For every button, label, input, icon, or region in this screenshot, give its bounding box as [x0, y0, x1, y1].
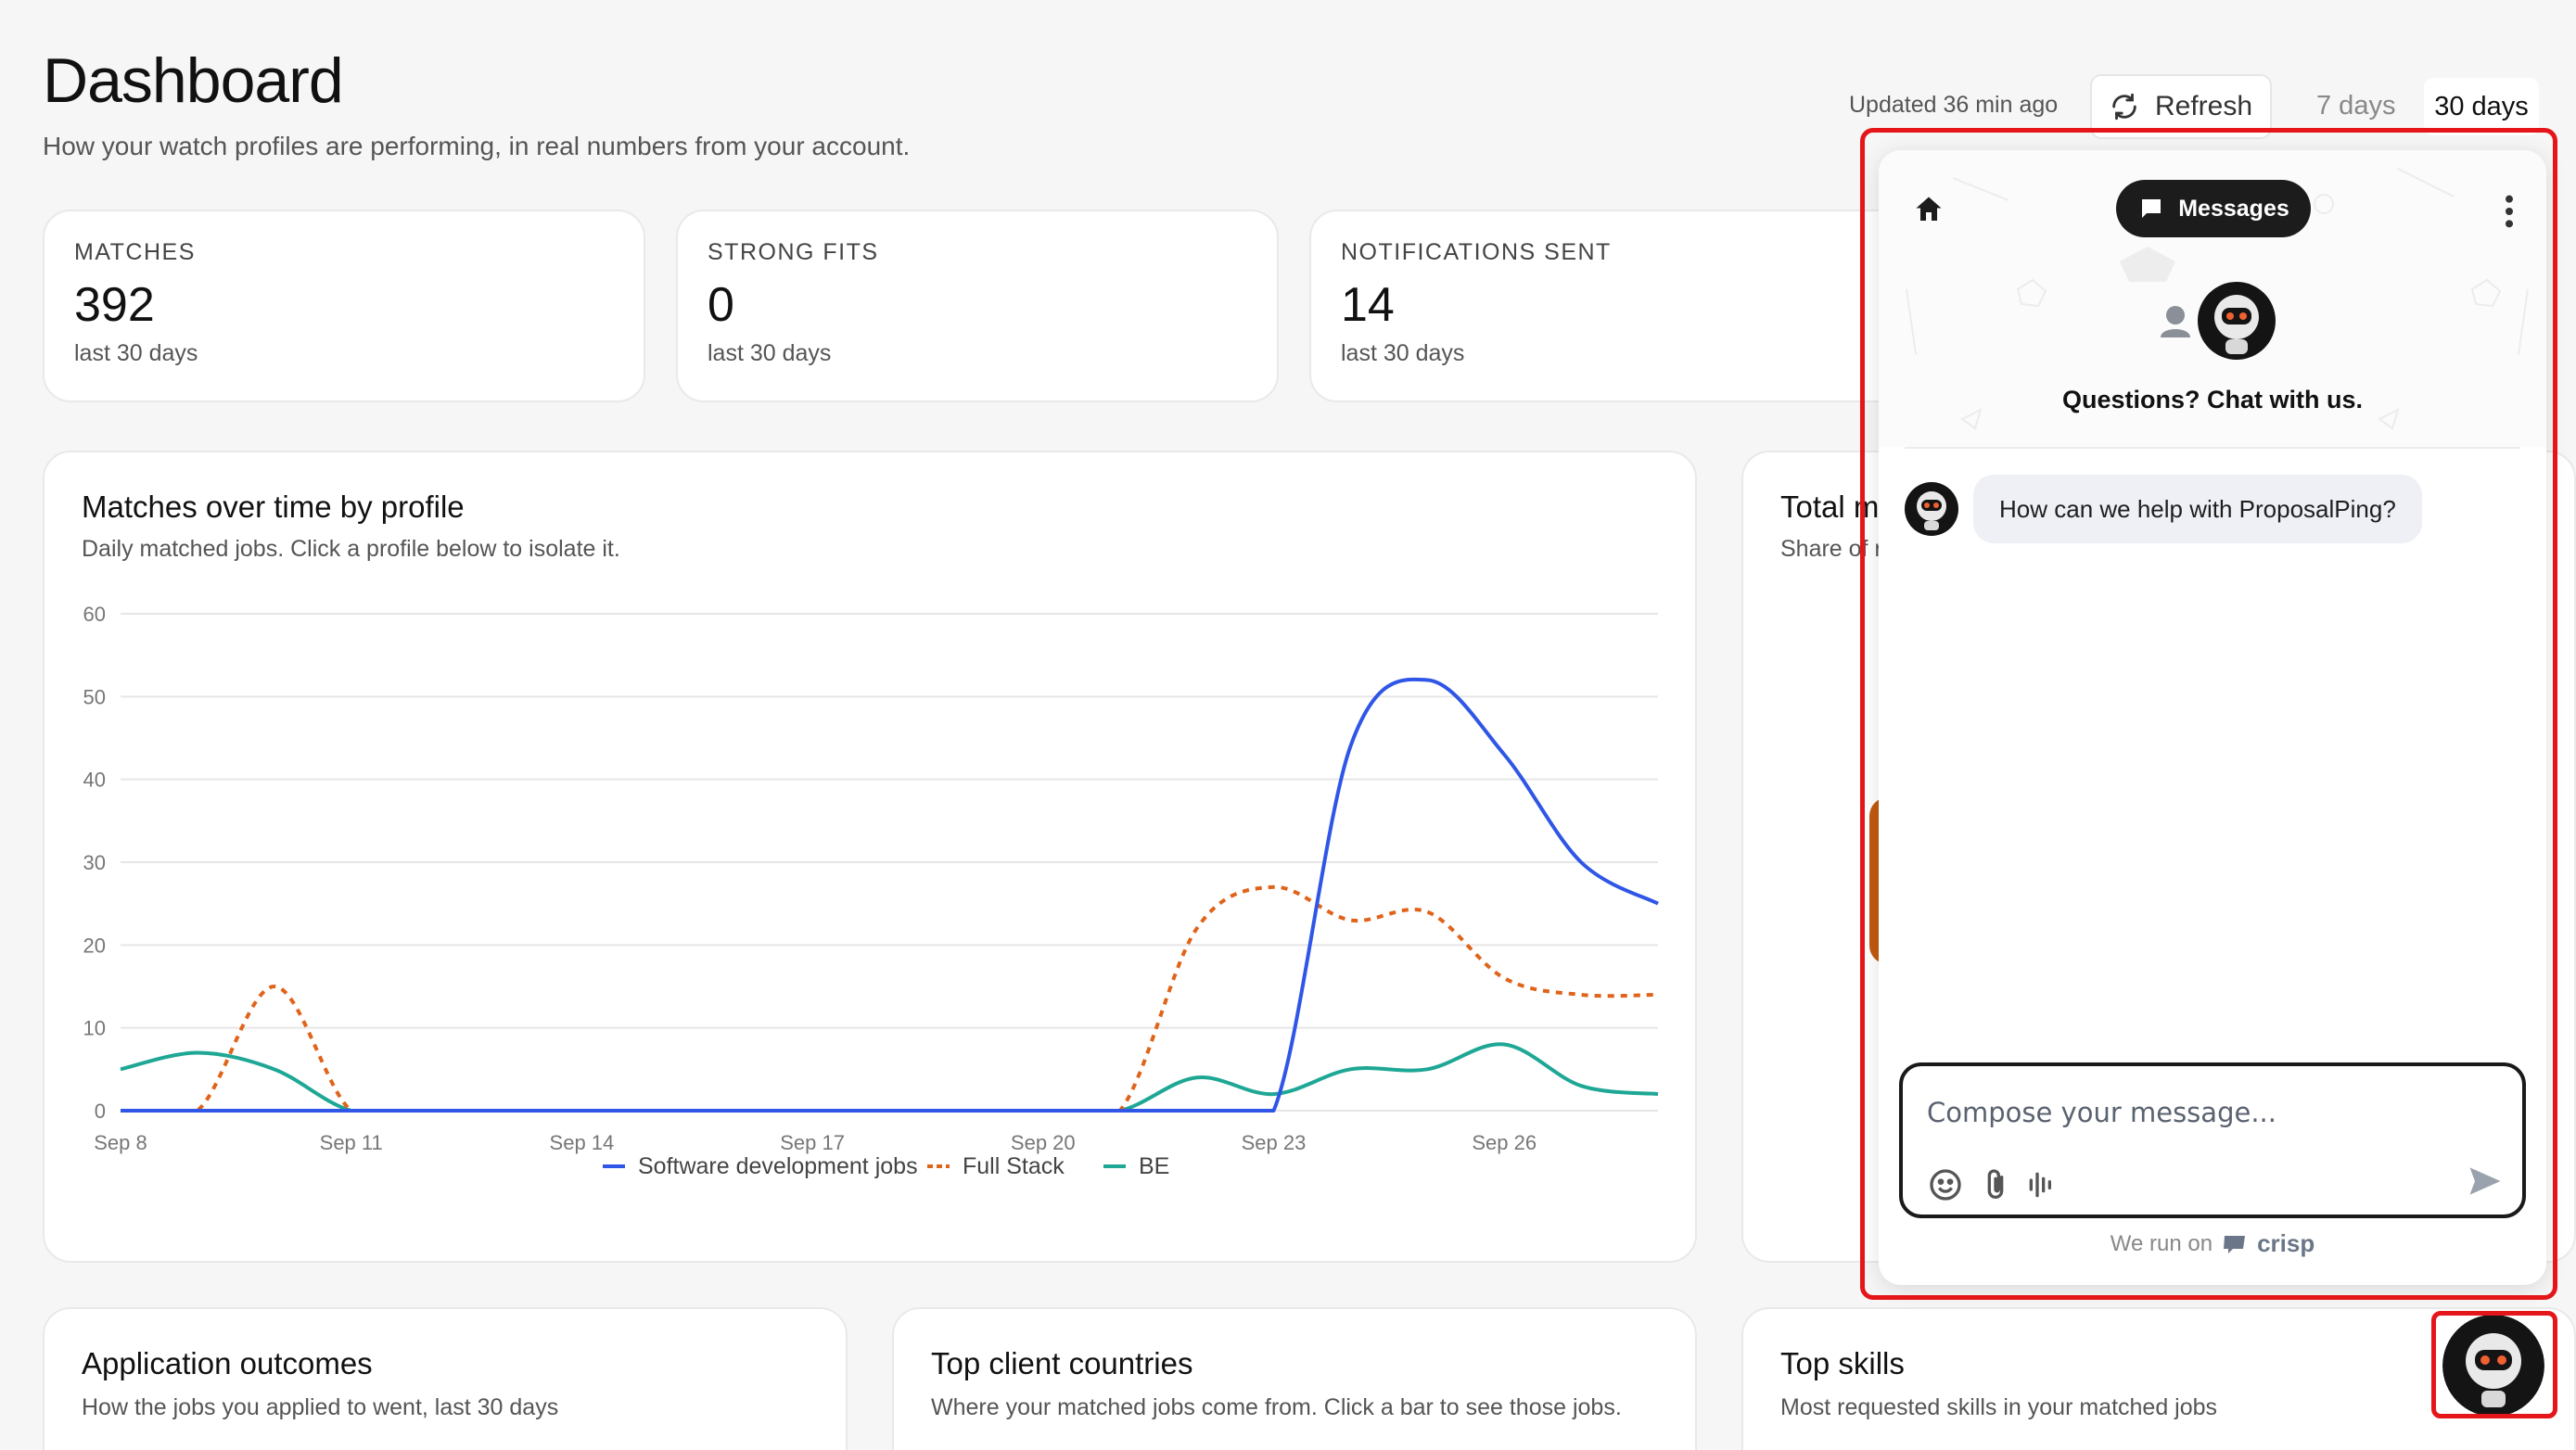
legend-label[interactable]: Full Stack: [963, 1153, 1065, 1179]
top-skills-card: Top skills Most requested skills in your…: [1741, 1307, 2576, 1450]
more-options-icon[interactable]: [2500, 193, 2519, 230]
series-line-software-development-jobs[interactable]: [121, 677, 1659, 1113]
kpi-label: STRONG FITS: [708, 239, 879, 265]
chat-launcher-button[interactable]: [2442, 1315, 2544, 1417]
kpi-sub: last 30 days: [74, 340, 198, 366]
chat-header: Messages Questions? Chat with us.: [1879, 150, 2546, 447]
chat-highlight-outline: [1860, 128, 2557, 1300]
composer: [1899, 1062, 2526, 1218]
send-icon[interactable]: [2465, 1161, 2506, 1202]
y-tick-label: 40: [83, 769, 106, 792]
kpi-sub: last 30 days: [1341, 340, 1465, 366]
right-card-subtitle: Share of r: [1780, 536, 1882, 562]
x-tick-label: Sep 26: [1472, 1131, 1537, 1154]
legend-label[interactable]: BE: [1139, 1153, 1169, 1179]
page-subtitle: How your watch profiles are performing, …: [43, 132, 911, 160]
refresh-label: Refresh: [2155, 91, 2253, 121]
application-outcomes-card: Application outcomes How the jobs you ap…: [43, 1307, 848, 1450]
home-icon[interactable]: [1912, 193, 1945, 226]
x-tick-label: Sep 8: [94, 1131, 147, 1154]
x-tick-label: Sep 17: [780, 1131, 845, 1154]
card-title: Top client countries: [931, 1346, 1193, 1380]
kpi-card-matches: MATCHES 392 last 30 days: [43, 210, 645, 402]
x-tick-label: Sep 23: [1242, 1131, 1307, 1154]
y-tick-label: 50: [83, 685, 106, 708]
bot-avatar-icon: [1905, 482, 1958, 536]
y-tick-label: 60: [83, 603, 106, 626]
footer-brand: crisp: [2257, 1229, 2315, 1257]
kpi-sub: last 30 days: [708, 340, 832, 366]
kpi-label: MATCHES: [74, 239, 196, 265]
series-line-full-stack[interactable]: [121, 884, 1659, 1113]
chat-question: Questions? Chat with us.: [2061, 386, 2363, 413]
kpi-card-strong-fits: STRONG FITS 0 last 30 days: [676, 210, 1279, 402]
kpi-value: 0: [708, 278, 734, 332]
person-icon: [2161, 306, 2190, 337]
refresh-icon: [2112, 93, 2136, 121]
y-tick-label: 30: [83, 851, 106, 874]
card-title: Top skills: [1780, 1346, 1905, 1380]
kpi-card-notifications: NOTIFICATIONS SENT 14 last 30 days: [1309, 210, 1912, 402]
robot-avatar-icon: [2198, 282, 2276, 360]
chat-widget: Messages Questions? Chat with us.: [1879, 150, 2546, 1285]
kpi-value: 392: [74, 278, 155, 332]
chat-bubble-icon: [2142, 199, 2162, 218]
kpi-label: NOTIFICATIONS SENT: [1341, 239, 1612, 265]
messages-tab[interactable]: Messages: [2116, 180, 2311, 237]
emoji-icon[interactable]: [1927, 1166, 1964, 1203]
operator-avatars: [2161, 282, 2276, 360]
x-tick-label: Sep 20: [1011, 1131, 1076, 1154]
range-7-days-button[interactable]: 7 days: [2316, 91, 2396, 121]
compose-message-input[interactable]: [1927, 1092, 2483, 1133]
card-subtitle: Most requested skills in your matched jo…: [1780, 1394, 2218, 1420]
y-tick-label: 10: [83, 1017, 106, 1040]
top-client-countries-card: Top client countries Where your matched …: [892, 1307, 1697, 1450]
header-pattern: [1906, 168, 2529, 430]
launcher-highlight-outline: [2431, 1311, 2557, 1418]
y-tick-label: 0: [95, 1100, 106, 1123]
kpi-value: 14: [1341, 278, 1395, 332]
y-tick-label: 20: [83, 934, 106, 957]
footer-text: We run on: [2110, 1230, 2213, 1256]
range-30-days-button[interactable]: 30 days: [2424, 78, 2539, 135]
crisp-footer[interactable]: We run on crisp: [1879, 1229, 2546, 1258]
x-tick-label: Sep 11: [320, 1131, 383, 1154]
card-subtitle: Where your matched jobs come from. Click…: [931, 1394, 1622, 1420]
messages-tab-label: Messages: [2178, 195, 2289, 222]
chart-title: Matches over time by profile: [82, 490, 465, 524]
legend-label[interactable]: Software development jobs: [638, 1153, 918, 1179]
divider: [1905, 447, 2520, 449]
matches-chart-card: Matches over time by profile Daily match…: [43, 451, 1697, 1263]
audio-icon[interactable]: [2023, 1166, 2060, 1203]
series-line-be[interactable]: [120, 1042, 1659, 1113]
attachment-icon[interactable]: [1977, 1166, 2014, 1203]
bot-message-bubble: How can we help with ProposalPing?: [1973, 475, 2422, 543]
x-tick-label: Sep 14: [550, 1131, 615, 1154]
updated-timestamp: Updated 36 min ago: [1849, 92, 2059, 118]
crisp-logo-icon: [2224, 1235, 2246, 1253]
chart-subtitle: Daily matched jobs. Click a profile belo…: [82, 536, 620, 562]
card-subtitle: How the jobs you applied to went, last 3…: [82, 1394, 559, 1420]
line-chart: 0 10 20 30 40 50 60 Sep 8 Sep 11 Sep 14 Sep 17 Sep …: [83, 603, 1659, 1179]
page-title: Dashboard: [43, 45, 344, 116]
card-title: Application outcomes: [82, 1346, 373, 1380]
